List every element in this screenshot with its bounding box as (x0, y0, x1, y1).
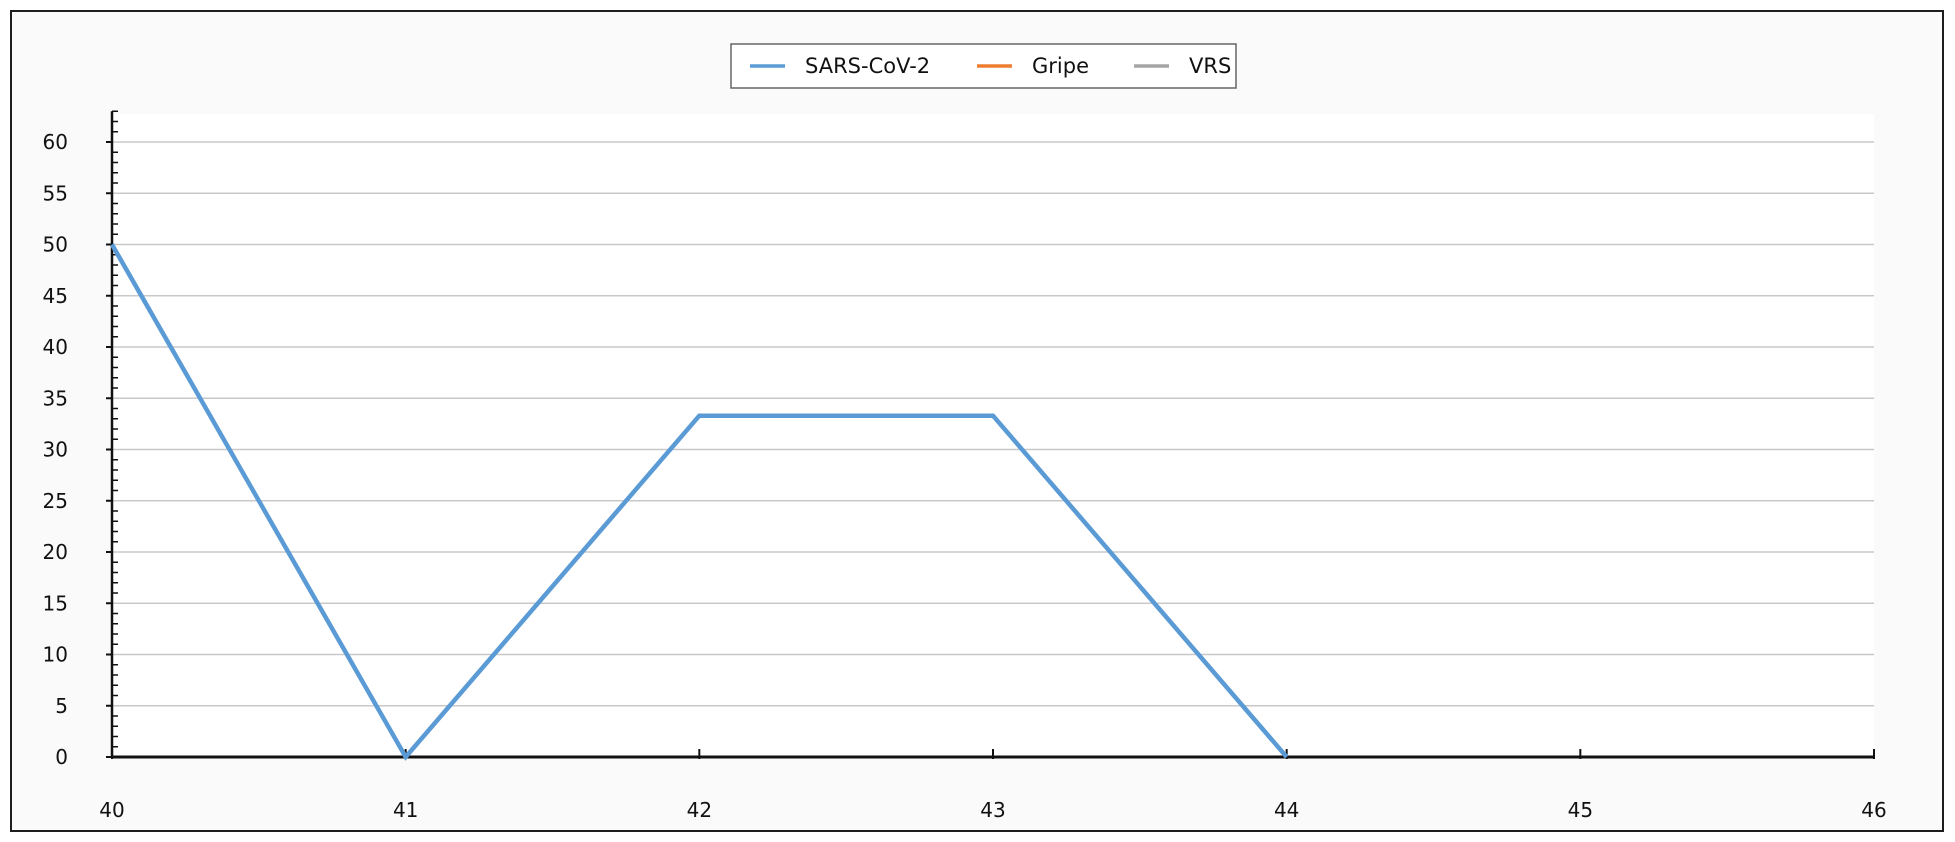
series-lines (110, 243, 1289, 761)
y-tick-label: 55 (43, 181, 68, 205)
x-tick-label: 45 (1568, 798, 1593, 822)
y-tick-label: 60 (43, 130, 68, 154)
x-tick-label: 46 (1861, 798, 1886, 822)
legend-label: Gripe (1032, 54, 1089, 78)
plot-area (112, 114, 1874, 757)
y-tick-label: 20 (43, 540, 68, 564)
x-tick-label: 40 (99, 798, 124, 822)
y-tick-label: 5 (55, 694, 68, 718)
x-tick-label: 42 (687, 798, 712, 822)
y-tick-label: 0 (55, 745, 68, 769)
line-chart: 0 5 10 15 20 25 30 35 40 45 50 55 60 40 41 42 43 44 45 46 S… (43, 43, 1887, 822)
legend: SARS-CoV-2 Gripe VRS (730, 43, 1237, 89)
y-tick-label: 30 (43, 438, 68, 462)
grid-lines (112, 141, 1874, 707)
x-tick-label: 43 (980, 798, 1005, 822)
legend-label: SARS-CoV-2 (805, 54, 930, 78)
y-tick-label: 10 (43, 643, 68, 667)
x-tick-label: 44 (1274, 798, 1299, 822)
y-tick-label: 45 (43, 284, 68, 308)
y-tick-label: 15 (43, 591, 68, 615)
y-tick-label: 40 (43, 335, 68, 359)
legend-label: VRS (1189, 54, 1231, 78)
x-tick-label: 41 (393, 798, 418, 822)
y-tick-label: 50 (43, 233, 68, 257)
chart-frame: 0 5 10 15 20 25 30 35 40 45 50 55 60 40 41 42 43 44 45 46 S… (10, 10, 1944, 832)
y-tick-label: 25 (43, 489, 68, 513)
series-line (110, 243, 1289, 761)
y-tick-label: 35 (43, 386, 68, 410)
